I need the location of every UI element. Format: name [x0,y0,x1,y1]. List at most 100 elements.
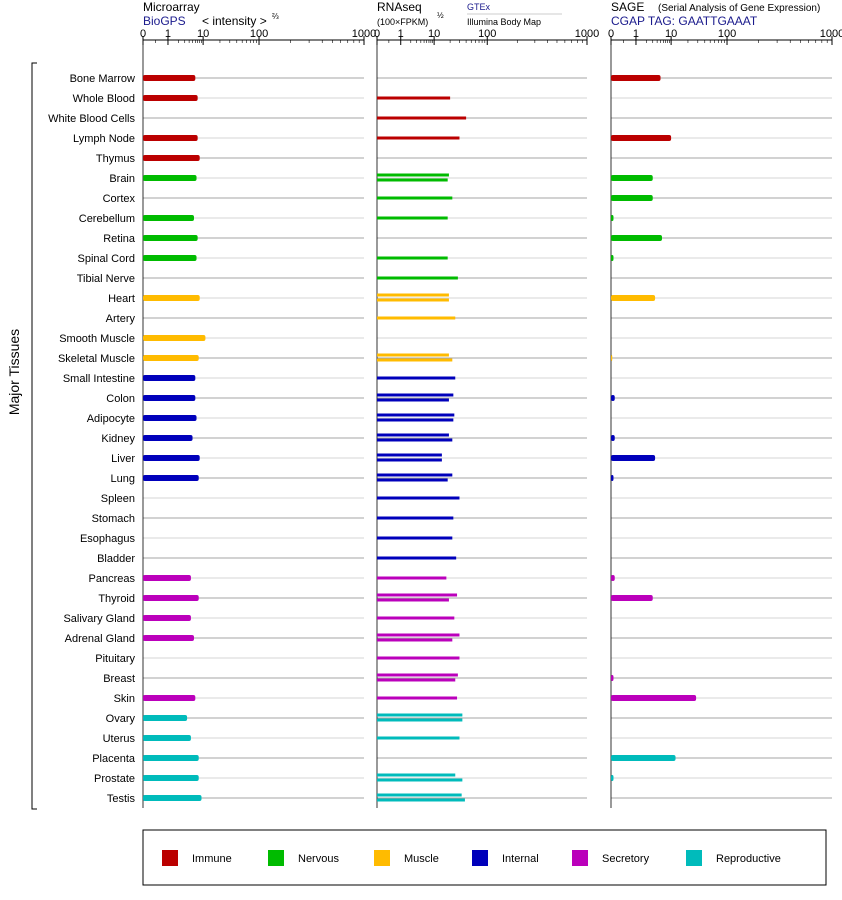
tissue-label: Stomach [92,513,135,525]
gtex-link[interactable]: GTEx [467,2,491,12]
cgap-link[interactable]: CGAP TAG: GAATTGAAAT [611,14,758,28]
bar-rnaseq [377,376,456,380]
fpkm-exponent: ½ [437,11,444,20]
legend-label: Muscle [404,853,439,865]
tick-label: 100 [250,28,268,40]
bar-sage [611,195,653,201]
biogps-link[interactable]: BioGPS [143,14,186,28]
bar-microarray [143,135,198,141]
bar-microarray [143,755,199,761]
bar-microarray [143,475,199,481]
bar-microarray [143,415,197,421]
bar-rnaseq [377,673,458,677]
bar-microarray [143,795,202,801]
tick-label: 10 [197,28,209,40]
major-tissues-label: Major Tissues [6,329,22,415]
sage-subtitle: (Serial Analysis of Gene Expression) [658,3,820,14]
illumina-link[interactable]: Illumina Body Map [467,17,541,27]
bar-rnaseq [377,736,460,740]
legend-label: Immune [192,853,232,865]
tissue-label: Colon [106,393,135,405]
tissue-label: Placenta [92,753,136,765]
bar-sage [611,575,615,581]
bar-rnaseq [377,433,449,437]
bar-rnaseq [377,616,455,620]
bar-rnaseq [377,638,453,642]
bar-rnaseq [377,593,458,597]
bar-sage [611,435,615,441]
tissue-label: Whole Blood [73,93,135,105]
tick-label: 1000 [352,28,376,40]
tissue-label: Bone Marrow [70,73,135,85]
bar-rnaseq [377,136,460,140]
bar-rnaseq [377,458,442,462]
bar-sage [611,135,672,141]
bar-microarray [143,155,200,161]
bar-sage [611,355,613,361]
tick-label: 1 [633,28,639,40]
tick-label: 0 [140,28,146,40]
bar-rnaseq [377,256,448,260]
bar-rnaseq [377,536,453,540]
bar-rnaseq [377,216,448,220]
bar-rnaseq [377,276,458,280]
legend-label: Secretory [602,853,650,865]
tissue-label: Artery [106,313,136,325]
bar-rnaseq [377,496,460,500]
bar-sage [611,455,656,461]
bar-microarray [143,455,200,461]
tissue-label: Skin [114,693,135,705]
bar-sage [611,395,615,401]
tissue-label: Ovary [106,713,136,725]
bar-microarray [143,95,198,101]
tissue-label: Prostate [94,773,135,785]
tissue-label: Spinal Cord [78,253,135,265]
tissue-label: Pituitary [95,653,135,665]
tissue-label: Adrenal Gland [65,633,135,645]
tissue-label: Cortex [103,193,136,205]
tissue-label: Uterus [103,733,136,745]
bar-rnaseq [377,478,448,482]
tissue-label: Kidney [101,433,135,445]
bars [143,75,697,802]
bar-rnaseq [377,393,454,397]
tick-label: 1 [165,28,171,40]
tissue-label: Bladder [97,553,135,565]
bar-microarray [143,255,197,261]
bar-sage [611,215,614,221]
tissue-label: Pancreas [89,573,136,585]
bar-rnaseq [377,516,454,520]
panel-title-microarray: Microarray [143,0,200,14]
tissue-label: Skeletal Muscle [58,353,135,365]
bar-rnaseq [377,473,453,477]
legend-box [142,829,827,886]
bar-microarray [143,175,197,181]
bar-microarray [143,235,198,241]
tick-label: 10 [665,28,677,40]
bar-rnaseq [377,793,462,797]
bar-microarray [143,715,188,721]
tissue-label: Breast [103,673,135,685]
bar-rnaseq [377,293,449,297]
tissue-label: Retina [103,233,136,245]
legend: Immune Nervous Muscle Internal Secretory Repr… [162,850,781,866]
bar-rnaseq [377,598,449,602]
legend-swatch [162,850,178,866]
bar-rnaseq [377,778,463,782]
bar-rnaseq [377,358,453,362]
legend-label: Nervous [298,853,339,865]
tissue-label: Tibial Nerve [77,273,135,285]
legend-swatch [686,850,702,866]
bar-rnaseq [377,713,463,717]
bar-rnaseq [377,453,442,457]
tissue-label: Cerebellum [79,213,135,225]
tick-label: 1 [398,28,404,40]
bar-sage [611,475,614,481]
bar-rnaseq [377,298,449,302]
tick-label: 100 [478,28,496,40]
bar-microarray [143,435,193,441]
bar-rnaseq [377,173,449,177]
bar-rnaseq [377,196,453,200]
bar-rnaseq [377,696,458,700]
